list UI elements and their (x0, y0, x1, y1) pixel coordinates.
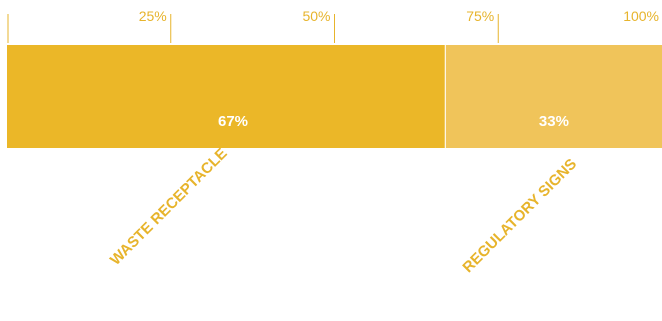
tick-label-25: 25% (139, 8, 167, 24)
tick-label-75: 75% (466, 8, 494, 24)
category-label-1: WASTE RECEPTACLE (107, 145, 231, 269)
category-label-2: REGULATORY SIGNS (459, 155, 580, 276)
bar-segment-2 (445, 45, 662, 148)
axis-layer: 25% 50% 75% 100% (7, 8, 659, 43)
tick-label-100: 100% (623, 8, 659, 24)
tick-label-50: 50% (302, 8, 330, 24)
bar-segment-1 (7, 45, 445, 148)
value-label-2: 33% (539, 113, 569, 130)
value-label-1: 67% (218, 113, 248, 130)
bar-layer (7, 45, 662, 148)
